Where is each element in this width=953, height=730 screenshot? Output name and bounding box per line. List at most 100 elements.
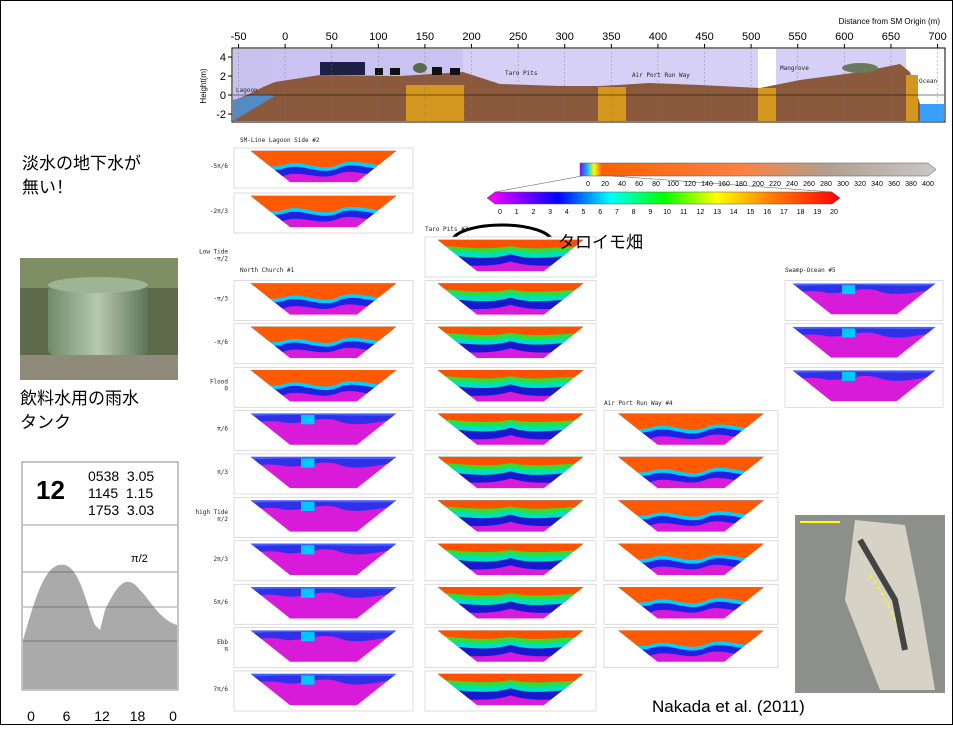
x-tick-label: 50 [326,31,338,43]
x-tick-label: 100 [369,31,387,43]
colorbar-label: 15 [747,209,755,216]
phase-label: π [224,646,228,653]
colorbar-label: 300 [837,181,849,188]
section-title: Air Port Run Way #4 [604,400,673,407]
tide-x-label: 0 [169,708,177,724]
phase-label: 2π/3 [214,556,229,563]
x-tick-label: 550 [789,31,807,43]
x-tick-label: -50 [231,31,247,43]
phase-label: 7π/6 [214,686,229,693]
phase-label: Low Tide [199,249,228,256]
phase-label: π/3 [217,469,228,476]
x-tick-label: 150 [416,31,434,43]
colorbar-label: 140 [701,181,713,188]
colorbar-label: 280 [820,181,832,188]
building [375,68,383,75]
profile-graphic [232,48,945,122]
slide: 12 π/2 -50050100150200250300350400450500… [0,0,953,725]
building [390,68,400,75]
x-tick-label: 450 [695,31,713,43]
colorbar-label: 380 [905,181,917,188]
phase-label: -π/3 [214,295,229,302]
section-title: Taro Pits #3 [425,226,469,233]
phase-label: π/6 [217,426,228,433]
phase-label: 0 [224,386,228,393]
x-axis-label: Distance from SM Origin (m) [839,17,941,26]
y-tick-label: -2 [216,109,226,121]
phase-label: -π/6 [214,339,229,346]
tide-row: 1145 1.15 [88,485,153,501]
colorbar-label: 3 [548,209,552,216]
colorbar-label: 8 [632,209,636,216]
phase-label: -2π/3 [210,208,228,215]
pit-band [906,75,918,121]
colorbar-label: 360 [888,181,900,188]
section-title: North Church #1 [240,267,295,274]
x-tick-label: 350 [602,31,620,43]
annotation: 飲料水用の雨水 [20,389,139,408]
pit-band [598,87,626,121]
y-axis-label: Height(m) [199,68,208,103]
colorbar-label: 40 [618,181,626,188]
profile-label: Air Port Run Way [632,72,690,79]
upper-colorbar [580,163,936,176]
colorbar-label: 17 [780,209,788,216]
colorbar-label: 320 [854,181,866,188]
building [432,67,442,75]
colorbar-label: 100 [667,181,679,188]
x-tick-label: 600 [835,31,853,43]
tide-x-label: 12 [94,708,110,724]
colorbar-label: 10 [663,209,671,216]
phase-label: Flood [210,379,228,386]
x-tick-label: 400 [649,31,667,43]
annotation: 無い！ [22,178,73,197]
colorbar-label: 13 [713,209,721,216]
colorbar-label: 2 [531,209,535,216]
colorbar-label: 20 [830,209,838,216]
phase-label: -π/2 [214,256,229,263]
tide-row: 1753 3.03 [88,502,154,518]
colorbar-label: 120 [684,181,696,188]
colorbar-label: 19 [813,209,821,216]
tide-x-label: 6 [63,708,71,724]
profile-label: Ocean [919,78,937,85]
x-tick-label: 700 [928,31,946,43]
tide-phase-label: π/2 [131,553,148,565]
annotation: 淡水の地下水が [22,154,141,173]
colorbar-label: 340 [871,181,883,188]
annotation: タロイモ畑 [558,233,643,252]
connector [495,176,582,192]
colorbar-label: 240 [786,181,798,188]
pit-band [758,88,776,121]
tank-lid [48,277,148,293]
section-title: Swamp-Ocean #5 [785,267,836,274]
colorbar-label: 160 [718,181,730,188]
tide-x-label: 18 [130,708,146,724]
tank [48,285,148,355]
map [795,515,945,693]
x-tick-label: 200 [462,31,480,43]
colorbar-label: 7 [615,209,619,216]
tide-row: 0538 3.05 [88,468,154,484]
y-tick-label: 4 [220,52,226,64]
profile-label: Mangrove [780,65,809,72]
y-tick-label: 2 [220,71,226,83]
section-title: SM-Line Lagoon Side #2 [240,137,320,144]
tree [842,63,878,73]
x-tick-label: 0 [282,31,288,43]
profile-label: Taro Pits [505,70,538,77]
phase-label: Ebb [217,639,228,646]
colorbar-label: 6 [598,209,602,216]
colorbar-label: 5 [582,209,586,216]
photo-ground [20,355,178,380]
tide-day: 12 [36,475,65,505]
colorbar-label: 180 [735,181,747,188]
pit-band [406,85,464,121]
x-tick-label: 500 [742,31,760,43]
colorbar-label: 12 [697,209,705,216]
lower-colorbar [487,192,840,204]
colorbar-label: 0 [498,209,502,216]
building [450,68,460,75]
colorbar-label: 400 [922,181,934,188]
colorbar-label: 1 [515,209,519,216]
